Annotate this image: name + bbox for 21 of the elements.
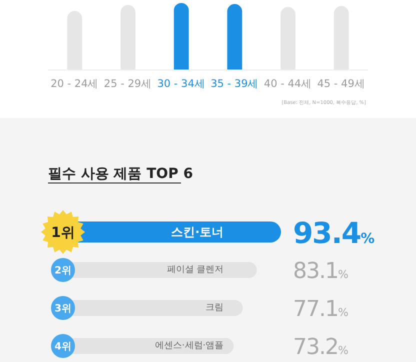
annotation: 1위 [51, 225, 75, 241]
x-tick-label: 35 - 39세 [210, 78, 259, 90]
bar [227, 4, 242, 70]
data-label: 73.2% [293, 335, 348, 360]
bar [174, 3, 189, 70]
y-tick-label: 크림 [206, 303, 224, 313]
x-tick-label: 45 - 49세 [317, 78, 366, 90]
y-tick-label: 페이셜 클렌저 [166, 265, 224, 275]
x-tick-label: 20 - 24세 [50, 78, 99, 90]
x-tick-label: 25 - 29세 [104, 78, 152, 90]
x-tick-label: 30 - 34세 [157, 78, 206, 90]
chart-title: 필수 사용 제품 TOP 6 [48, 166, 193, 182]
annotation: 2위 [54, 266, 72, 276]
annotation: 4위 [54, 342, 72, 352]
x-tick-label: 40 - 44세 [264, 78, 312, 90]
data-label: 77.1% [293, 297, 348, 322]
data-label: 93.4% [293, 216, 375, 250]
y-tick-label: 스킨·토너 [171, 225, 224, 239]
y-tick-label: 에센스·세럼·앰플 [154, 341, 224, 351]
data-label: 83.1% [293, 259, 348, 284]
annotation: 3위 [54, 304, 72, 314]
